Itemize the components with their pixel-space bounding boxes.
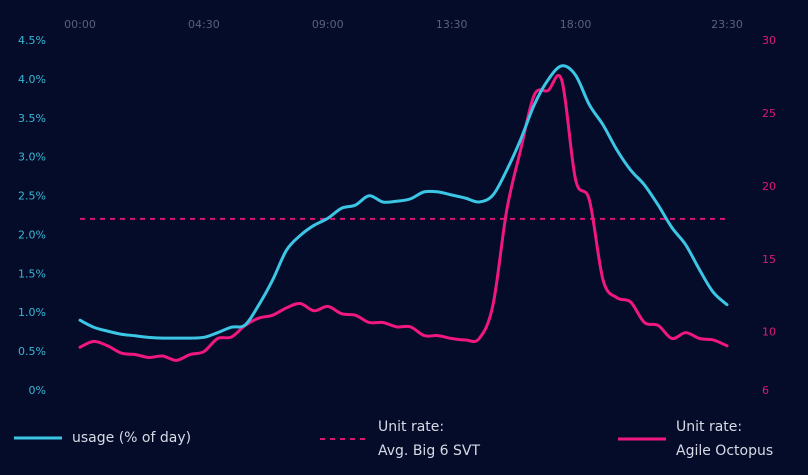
y-tick-label: 0% <box>29 384 46 397</box>
legend-entry: Unit rate: Agile Octopus <box>676 415 773 463</box>
y-tick-label: 2.5% <box>18 190 46 203</box>
y2-tick-label: 6 <box>762 384 769 397</box>
y2-tick-label: 15 <box>762 253 776 266</box>
y-tick-label: 2.0% <box>18 228 46 241</box>
x-tick-label: 23:30 <box>711 18 743 31</box>
y-tick-label: 3.0% <box>18 151 46 164</box>
y2-tick-label: 25 <box>762 107 776 120</box>
x-tick-label: 09:00 <box>312 18 344 31</box>
x-tick-label: 00:00 <box>64 18 96 31</box>
y-tick-label: 4.0% <box>18 73 46 86</box>
y-tick-label: 0.5% <box>18 345 46 358</box>
y-tick-label: 1.0% <box>18 306 46 319</box>
y-tick-label: 4.5% <box>18 34 46 47</box>
x-tick-label: 04:30 <box>188 18 220 31</box>
x-tick-label: 13:30 <box>436 18 468 31</box>
series-line <box>78 64 729 340</box>
y2-tick-label: 30 <box>762 34 776 47</box>
legend-entry: usage (% of day) <box>72 426 191 450</box>
y-tick-label: 3.5% <box>18 112 46 125</box>
legend-entry: Unit rate: Avg. Big 6 SVT <box>378 415 480 463</box>
series-line <box>78 73 729 362</box>
legend-label: usage (% of day) <box>72 430 192 446</box>
legend-label: Unit rate: Avg. Big 6 SVT <box>378 419 481 459</box>
y-tick-label: 1.5% <box>18 267 46 280</box>
x-tick-label: 18:00 <box>560 18 592 31</box>
y2-tick-label: 10 <box>762 326 776 339</box>
y2-tick-label: 20 <box>762 180 776 193</box>
legend-label: Unit rate: Agile Octopus <box>676 419 774 459</box>
